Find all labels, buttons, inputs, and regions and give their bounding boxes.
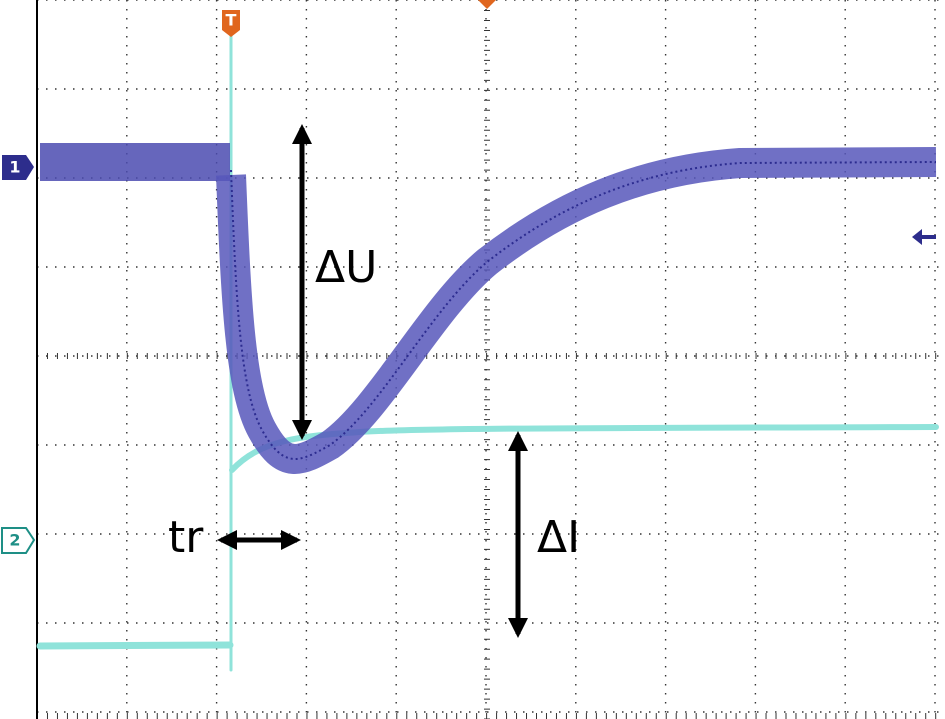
channel-2-marker-shape	[1, 527, 36, 554]
ch1-level-marker	[912, 229, 936, 245]
trigger-marker: T	[226, 11, 237, 30]
channel-1-marker-shape	[2, 155, 34, 180]
channel-1-marker: 1	[9, 158, 20, 177]
grid	[37, 0, 945, 719]
channel-1-trace	[40, 143, 937, 474]
trigger-marker-shape	[222, 10, 240, 37]
channel-2-marker: 2	[9, 531, 20, 550]
delta-u-label: ΔU	[315, 242, 377, 293]
ch1-response	[216, 147, 937, 474]
rise-time-label: tr	[168, 512, 204, 563]
ch2-baseline	[36, 641, 234, 650]
delta-i-label: ΔI	[537, 512, 580, 563]
trigger-position-marker	[478, 0, 496, 9]
